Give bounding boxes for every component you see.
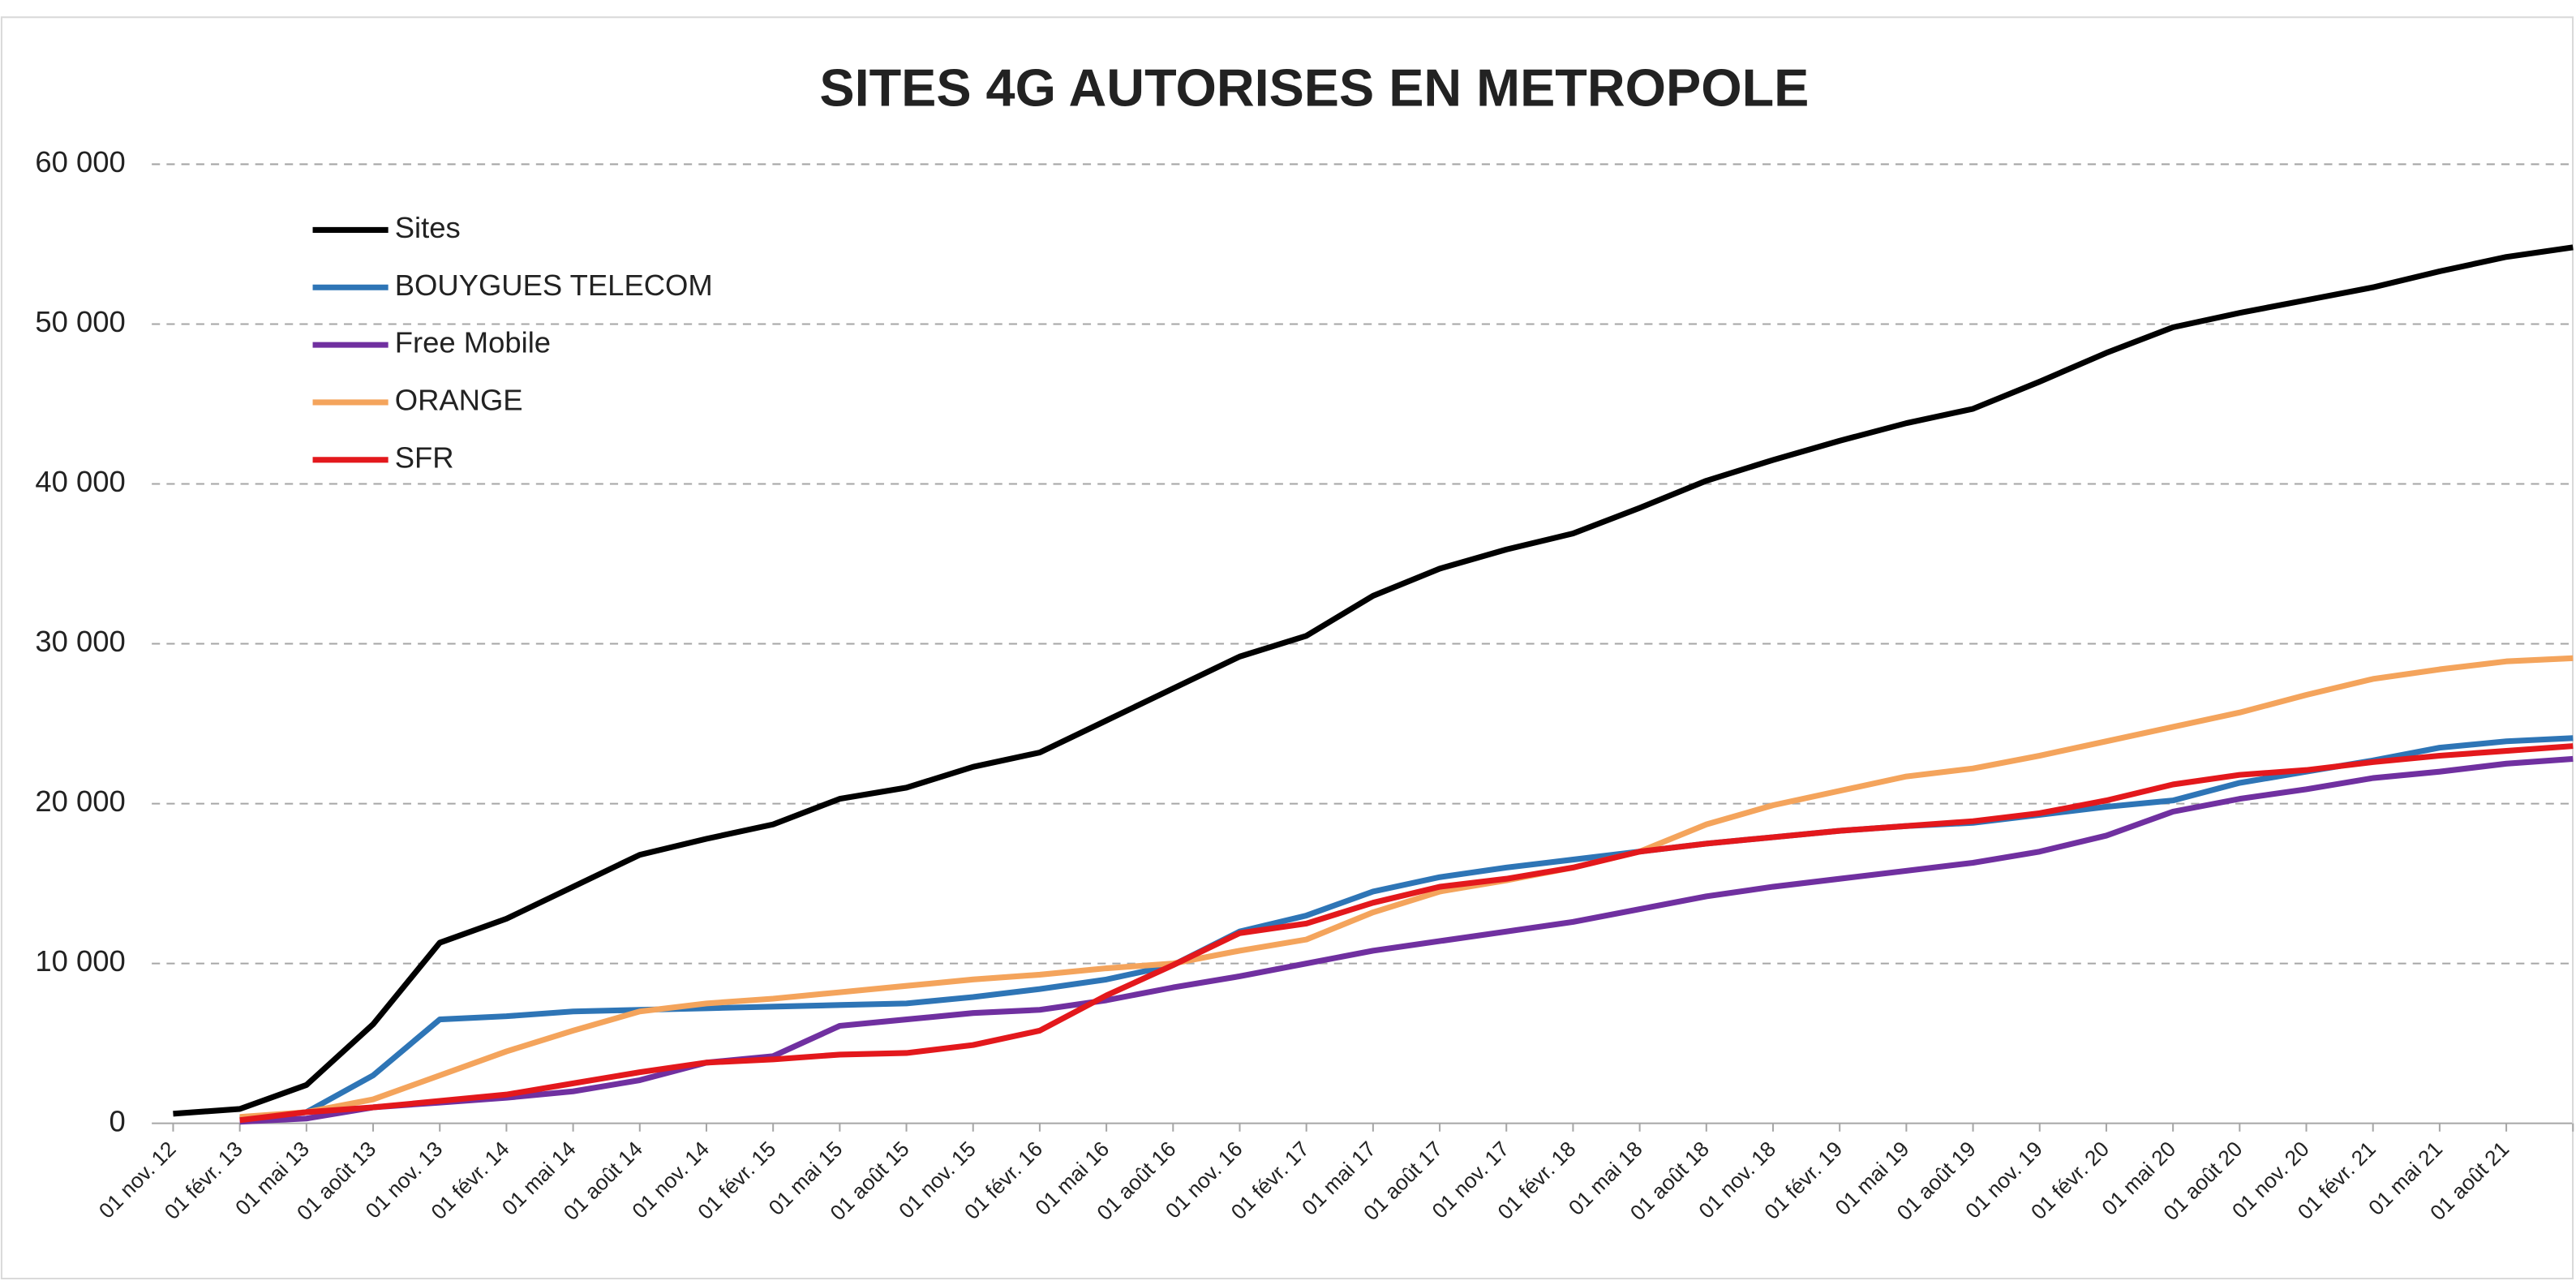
y-tick-label: 30 000 xyxy=(35,625,125,658)
y-tick-label: 60 000 xyxy=(35,145,125,178)
y-tick-label: 10 000 xyxy=(35,944,125,978)
series-line xyxy=(239,743,2574,1124)
series-line xyxy=(239,735,2574,1122)
y-tick-label: 0 xyxy=(109,1104,125,1137)
legend-label: ORANGE xyxy=(395,384,523,417)
series-line xyxy=(173,244,2574,1117)
chart-title: SITES 4G AUTORISES EN METROPOLE xyxy=(819,58,1809,117)
legend-label: BOUYGUES TELECOM xyxy=(395,269,713,302)
y-tick-label: 50 000 xyxy=(35,305,125,338)
series-line xyxy=(239,655,2574,1120)
legend-label: Free Mobile xyxy=(395,326,551,359)
y-tick-label: 20 000 xyxy=(35,785,125,818)
legend-label: SFR xyxy=(395,441,454,474)
y-tick-label: 40 000 xyxy=(35,465,125,498)
frame xyxy=(0,16,2574,1279)
series-line xyxy=(239,755,2574,1125)
legend-label: Sites xyxy=(395,211,461,244)
